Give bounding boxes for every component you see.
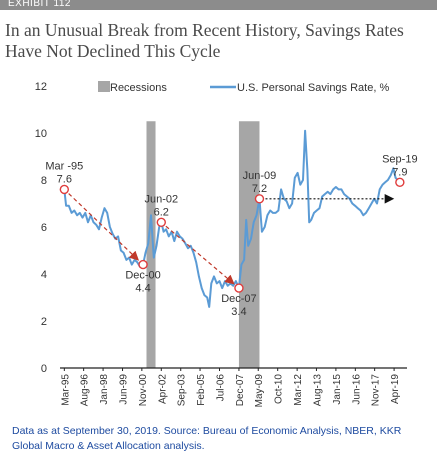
source-note: Data as at September 30, 2019. Source: B… <box>12 425 402 452</box>
x-tick-label: Aug-13 <box>312 374 323 407</box>
x-tick-label: Sep-03 <box>177 374 188 407</box>
y-tick-label: 2 <box>41 316 47 328</box>
y-tick-label: 10 <box>35 128 47 140</box>
annotation-marker <box>156 217 166 228</box>
annotation-marker <box>395 177 405 188</box>
y-tick-label: 6 <box>41 222 47 234</box>
legend-series-label: U.S. Personal Savings Rate, % <box>237 82 389 94</box>
annotation-marker <box>138 259 148 270</box>
legend-recessions-swatch <box>98 81 110 92</box>
annotation-marker <box>234 283 244 293</box>
trend-arrow-1 <box>68 193 140 261</box>
annotation-value: 7.2 <box>252 183 267 195</box>
annotation-date: Jun-09 <box>243 170 277 182</box>
annotation-marker <box>254 194 265 204</box>
y-tick-label: 8 <box>41 175 47 187</box>
x-tick-label: Jun-99 <box>119 374 130 405</box>
legend-recessions-label: Recessions <box>110 82 167 94</box>
x-tick-label: Jul-06 <box>215 374 226 402</box>
x-tick-label: Aug-96 <box>80 374 91 407</box>
y-tick-label: 4 <box>41 269 47 281</box>
x-tick-label: Oct-10 <box>274 374 285 404</box>
annotation-date: Jun-02 <box>144 193 178 205</box>
x-tick-label: Jun-16 <box>351 374 362 405</box>
annotation-value: 7.9 <box>392 166 407 178</box>
x-tick-label: Dec-07 <box>235 374 246 407</box>
annotation-value: 7.6 <box>57 173 72 185</box>
savings-rate-line <box>63 129 401 308</box>
exhibit-label: EXHIBIT 112 <box>8 0 71 9</box>
y-tick-label: 12 <box>35 81 47 93</box>
chart-title: In an Unusual Break from Recent History,… <box>5 20 404 61</box>
x-tick-label: May-09 <box>254 374 265 408</box>
x-tick-label: Jan-15 <box>332 374 343 405</box>
x-tick-label: Jan-98 <box>99 374 110 405</box>
exhibit-header-bar: EXHIBIT 112 <box>0 0 437 10</box>
trend-arrow-2 <box>165 225 235 285</box>
x-tick-label: Mar-95 <box>60 374 71 406</box>
y-tick-label: 0 <box>41 363 47 375</box>
annotation-value: 3.4 <box>231 306 246 318</box>
annotation-value: 4.4 <box>135 283 150 295</box>
recession-band-1 <box>146 121 156 368</box>
x-tick-label: Nov-17 <box>371 374 382 407</box>
x-tick-label: Apr-02 <box>157 374 168 404</box>
annotation-marker <box>59 184 70 195</box>
x-tick-label: Feb-05 <box>196 374 207 406</box>
annotation-date: Sep-19 <box>382 153 417 165</box>
x-tick-label: Mar-12 <box>293 374 304 406</box>
x-tick-label: Apr-19 <box>390 374 401 404</box>
annotation-value: 6.2 <box>154 206 169 218</box>
annotation-date: Dec-07 <box>221 293 256 305</box>
annotation-date: Dec-00 <box>125 270 160 282</box>
annotation-date: Mar -95 <box>45 160 83 172</box>
x-tick-label: Nov-00 <box>138 374 149 407</box>
